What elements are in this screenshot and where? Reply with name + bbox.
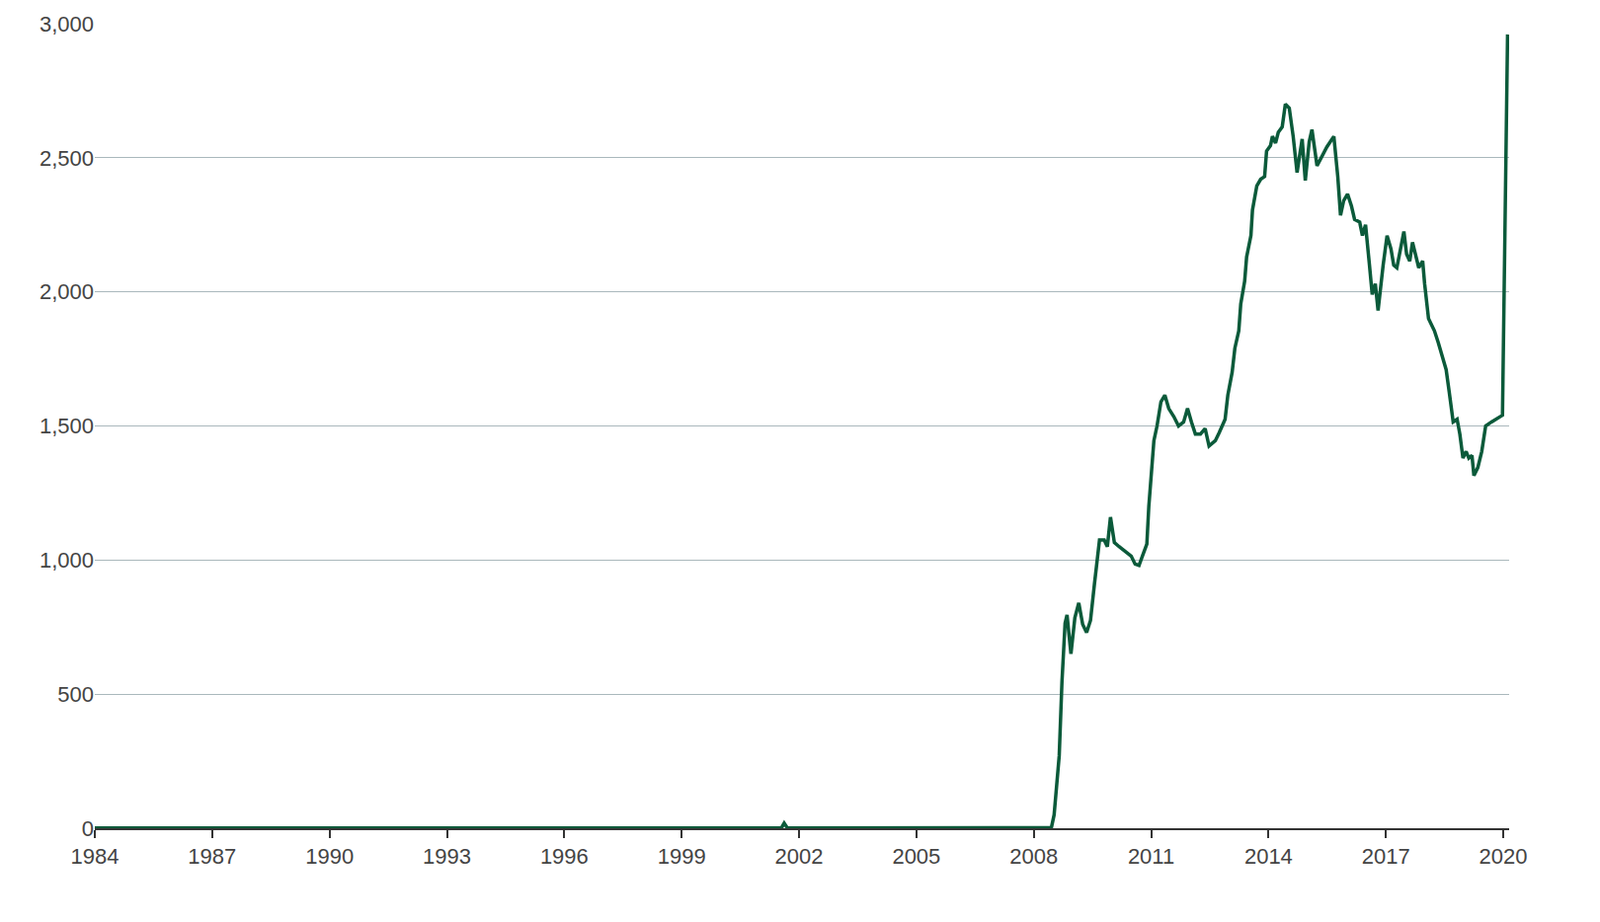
svg-text:1,500: 1,500: [39, 413, 94, 439]
svg-text:500: 500: [57, 682, 94, 708]
svg-text:3,000: 3,000: [39, 11, 94, 37]
svg-text:2005: 2005: [891, 844, 941, 870]
svg-text:2011: 2011: [1127, 844, 1175, 870]
svg-text:1996: 1996: [540, 844, 589, 870]
svg-text:1990: 1990: [305, 844, 354, 870]
svg-text:2002: 2002: [775, 844, 824, 870]
svg-text:0: 0: [81, 816, 94, 842]
svg-text:1999: 1999: [657, 844, 707, 870]
svg-text:1,000: 1,000: [39, 548, 94, 573]
svg-text:2020: 2020: [1479, 844, 1528, 870]
svg-text:2008: 2008: [1009, 844, 1058, 870]
svg-text:2,500: 2,500: [39, 146, 94, 171]
svg-text:1993: 1993: [422, 844, 472, 870]
svg-text:2017: 2017: [1361, 844, 1411, 870]
svg-text:1987: 1987: [187, 844, 237, 870]
svg-text:2,000: 2,000: [39, 279, 94, 305]
svg-text:2014: 2014: [1244, 844, 1293, 870]
svg-text:1984: 1984: [71, 844, 120, 870]
